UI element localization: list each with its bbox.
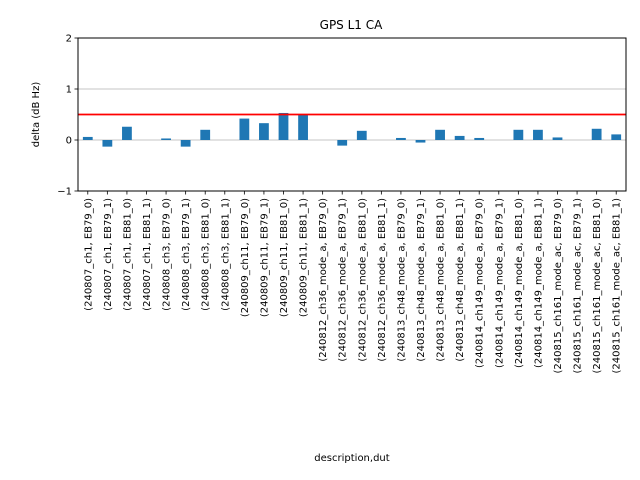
x-tick-label: (240809_ch11, EB81_1) xyxy=(299,198,310,317)
bar xyxy=(454,135,465,140)
x-tick-label: (240808_ch3, EB81_1) xyxy=(220,198,231,311)
bar xyxy=(239,118,250,140)
bar xyxy=(259,123,269,140)
bar xyxy=(278,112,289,140)
x-tick-label: (240814_ch149_mode_a, EB81_0) xyxy=(514,198,525,368)
bar xyxy=(298,114,308,140)
x-tick-label: (240809_ch11, EB79_0) xyxy=(240,198,251,317)
bar xyxy=(415,140,426,143)
bar xyxy=(396,137,406,140)
y-tick-label: 0 xyxy=(66,136,72,147)
x-tick-label: (240812_ch36_mode_a, EB81_0) xyxy=(357,198,368,362)
x-axis-label: description,dut xyxy=(314,453,389,464)
bar xyxy=(552,137,563,140)
x-tick-label: (240812_ch36_mode_a, EB79_0) xyxy=(318,198,329,362)
plot-area-frame xyxy=(77,37,627,192)
x-tick-label: (240812_ch36_mode_a, EB79_1) xyxy=(338,198,349,362)
x-tick-label: (240807_ch1, EB79_1) xyxy=(103,198,114,311)
x-tick-label: (240814_ch149_mode_a, EB79_1) xyxy=(494,198,505,368)
x-tick-label: (240815_ch161_mode_ac, EB79_0) xyxy=(553,198,564,374)
x-tick-label: (240814_ch149_mode_a, EB81_1) xyxy=(533,198,544,368)
bar xyxy=(474,137,485,140)
bar xyxy=(102,140,113,147)
bar xyxy=(513,129,524,140)
y-axis-label: delta (dB Hz) xyxy=(31,82,42,148)
y-axis-ticks: −1 0 1 2 xyxy=(57,34,78,198)
x-tick-label: (240807_ch1, EB81_1) xyxy=(142,198,153,311)
x-tick-label: (240815_ch161_mode_ac, EB81_1) xyxy=(612,198,623,374)
x-tick-label: (240815_ch161_mode_ac, EB81_0) xyxy=(592,198,603,374)
x-tick-label: (240808_ch3, EB79_1) xyxy=(181,198,192,311)
y-tick-label: 2 xyxy=(66,34,72,45)
bar xyxy=(180,140,191,147)
bar xyxy=(122,126,132,140)
x-tick-label: (240813_ch48_mode_a, EB79_0) xyxy=(396,198,407,362)
bar xyxy=(435,129,445,140)
bar xyxy=(533,129,543,140)
x-tick-label: (240807_ch1, EB81_0) xyxy=(122,198,133,311)
x-tick-label: (240812_ch36_mode_a, EB81_1) xyxy=(377,198,388,362)
x-tick-label: (240809_ch11, EB81_0) xyxy=(279,198,290,317)
bar xyxy=(591,128,602,140)
x-tick-label: (240807_ch1, EB79_0) xyxy=(83,198,94,311)
bar xyxy=(611,134,622,140)
x-tick-label: (240813_ch48_mode_a, EB81_0) xyxy=(436,198,447,362)
bar-series xyxy=(82,112,622,147)
bar xyxy=(161,138,171,140)
bar xyxy=(82,136,93,140)
x-axis-ticks: (240807_ch1, EB79_0) (240807_ch1, EB79_1)… xyxy=(83,191,623,374)
x-tick-label: (240808_ch3, EB81_0) xyxy=(201,198,212,311)
x-tick-label: (240808_ch3, EB79_0) xyxy=(162,198,173,311)
bar xyxy=(356,130,367,140)
bar xyxy=(200,129,211,140)
y-tick-label: −1 xyxy=(57,187,72,198)
y-tick-label: 1 xyxy=(66,85,72,96)
x-tick-label: (240809_ch11, EB79_1) xyxy=(259,198,270,317)
chart-title: GPS L1 CA xyxy=(320,18,383,32)
x-tick-label: (240814_ch149_mode_a, EB79_0) xyxy=(475,198,486,368)
x-tick-label: (240813_ch48_mode_a, EB79_1) xyxy=(416,198,427,362)
x-tick-label: (240815_ch161_mode_ac, EB79_1) xyxy=(573,198,584,374)
x-tick-label: (240813_ch48_mode_a, EB81_1) xyxy=(455,198,466,362)
bar xyxy=(337,140,348,146)
